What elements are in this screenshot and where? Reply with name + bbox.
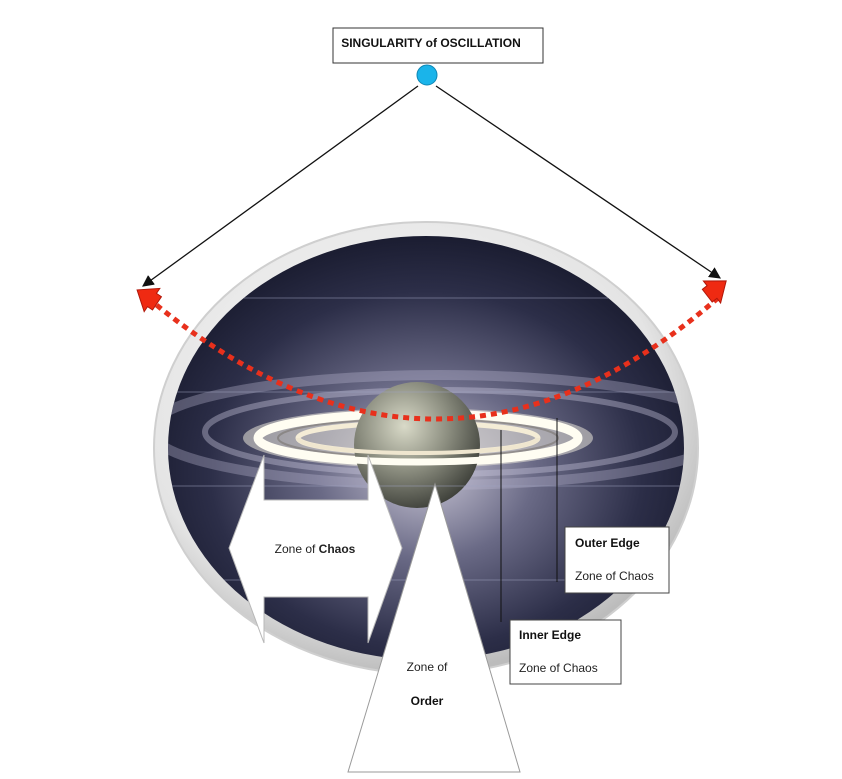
outer-edge-subtitle: Zone of Chaos — [575, 569, 654, 583]
chaos-zone-label: Zone of Chaos — [275, 542, 356, 556]
chaos-zone-emphasis: Chaos — [319, 542, 356, 556]
singularity-title-box: SINGULARITY of OSCILLATION — [332, 27, 544, 64]
order-triangle — [347, 482, 521, 773]
inner-edge-box: Inner Edge Zone of Chaos — [509, 619, 622, 685]
chaos-double-arrow — [228, 454, 403, 644]
order-zone-cone: Zone of Order — [347, 482, 521, 773]
oscillation-arc — [146, 296, 720, 422]
right-end-arrow-icon — [701, 280, 727, 305]
inner-edge-subtitle: Zone of Chaos — [519, 661, 598, 675]
outer-edge-title: Outer Edge — [575, 536, 640, 550]
left-end-arrow-icon — [136, 287, 163, 313]
chaos-zone-arrow: Zone of Chaos — [228, 454, 403, 644]
ring-front-inner — [296, 437, 540, 455]
ring-front — [254, 437, 582, 466]
inner-edge-title: Inner Edge — [519, 628, 581, 642]
chaos-zone-prefix: Zone of — [275, 542, 319, 556]
singularity-dot-icon — [416, 64, 438, 86]
right-swing-line — [435, 85, 721, 279]
outer-edge-box: Outer Edge Zone of Chaos — [564, 526, 670, 594]
order-zone-line2: Order — [411, 694, 444, 708]
singularity-title: SINGULARITY of OSCILLATION — [341, 36, 521, 50]
order-zone-line1: Zone of — [407, 660, 448, 674]
left-swing-line — [142, 85, 419, 287]
